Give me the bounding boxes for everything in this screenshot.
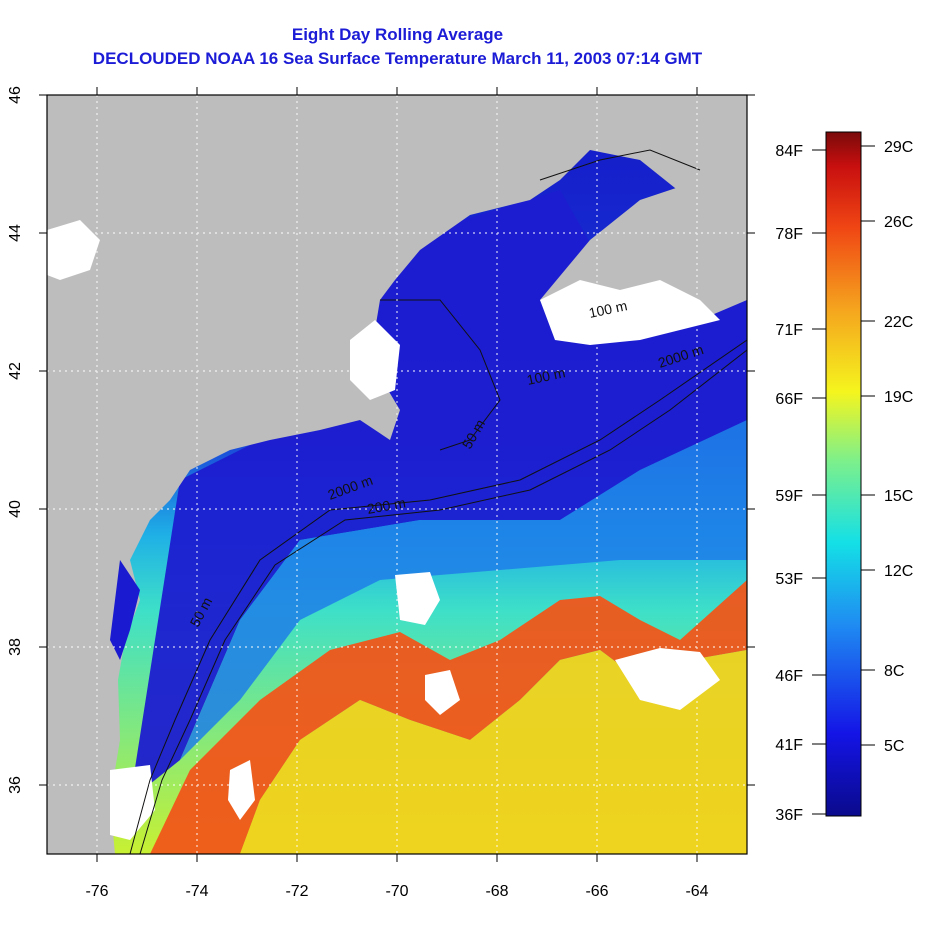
- y-tick-label: 46: [7, 86, 24, 104]
- colorbar-f-ticks: [812, 149, 826, 815]
- colorbar-f-label: 59F: [775, 488, 803, 505]
- colorbar-c-label: 19C: [884, 389, 913, 406]
- colorbar-f-label: 71F: [775, 322, 803, 339]
- x-tick-label: -76: [85, 883, 108, 900]
- colorbar-f-label: 78F: [775, 226, 803, 243]
- chart-title: Eight Day Rolling Average: [291, 25, 504, 44]
- y-axis-ticks: [39, 94, 755, 786]
- colorbar-f-label: 36F: [775, 807, 803, 824]
- colorbar-c-label: 29C: [884, 139, 913, 156]
- bathymetry-contour: [129, 339, 747, 854]
- bathymetry-contour: [139, 349, 747, 854]
- y-tick-label: 40: [7, 500, 24, 518]
- cloud-mask: [228, 760, 255, 820]
- chesapeake-bay: [110, 560, 140, 660]
- x-tick-label: -64: [685, 883, 708, 900]
- land-mass: [47, 95, 747, 854]
- sargasso-warm-water: [240, 650, 747, 854]
- cloud-mask: [425, 670, 460, 715]
- colorbar-c-label: 8C: [884, 663, 904, 680]
- cloud-mask: [350, 320, 400, 400]
- contour-label: 200 m: [366, 494, 407, 517]
- chart-subtitle: DECLOUDED NOAA 16 Sea Surface Temperatur…: [92, 49, 703, 68]
- map-panel: 100 m 2000 m 100 m 50 m 2000 m 200 m 50 …: [47, 95, 747, 854]
- colorbar: [825, 131, 862, 817]
- colorbar-f-label: 41F: [775, 737, 803, 754]
- colorbar-c-label: 15C: [884, 488, 913, 505]
- colorbar-f-label: 84F: [775, 143, 803, 160]
- slope-water: [180, 420, 747, 760]
- contour-label: 100 m: [587, 297, 628, 321]
- cloud-mask: [47, 220, 100, 280]
- y-tick-label: 42: [7, 362, 24, 380]
- x-tick-label: -74: [185, 883, 208, 900]
- y-tick-label: 38: [7, 638, 24, 656]
- colorbar-c-label: 26C: [884, 214, 913, 231]
- cloud-mask: [615, 648, 720, 710]
- x-tick-label: -68: [485, 883, 508, 900]
- colorbar-c-label: 12C: [884, 563, 913, 580]
- colorbar-f-label: 66F: [775, 391, 803, 408]
- colorbar-f-label: 53F: [775, 571, 803, 588]
- graticule: [47, 95, 747, 854]
- y-tick-label: 36: [7, 776, 24, 794]
- colorbar-c-ticks: [861, 145, 875, 746]
- bathymetry-contour: [380, 299, 501, 451]
- gulf-stream-warm-water: [150, 580, 747, 854]
- colorbar-c-label: 22C: [884, 314, 913, 331]
- y-tick-label: 44: [7, 224, 24, 242]
- cloud-mask: [395, 572, 440, 625]
- colorbar-c-label: 5C: [884, 738, 904, 755]
- cloud-mask: [110, 765, 155, 840]
- cloud-mask: [540, 280, 720, 345]
- x-tick-label: -72: [285, 883, 308, 900]
- colorbar-f-label: 46F: [775, 668, 803, 685]
- x-tick-label: -70: [385, 883, 408, 900]
- x-tick-label: -66: [585, 883, 608, 900]
- x-axis-ticks: [96, 87, 698, 862]
- contour-label: 100 m: [525, 364, 566, 388]
- bathymetry-contour: [539, 149, 701, 181]
